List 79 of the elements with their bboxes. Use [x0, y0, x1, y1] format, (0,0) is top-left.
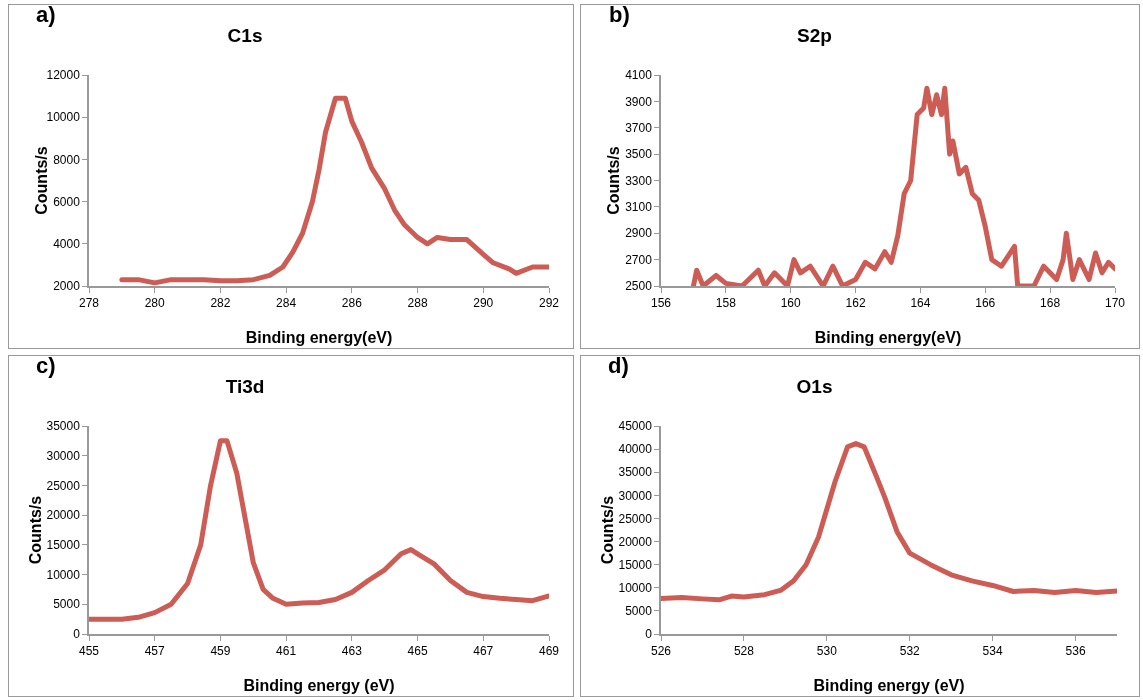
y-tick-label: 12000 — [46, 68, 81, 83]
y-tick-label: 2700 — [625, 252, 653, 267]
text: d) — [608, 353, 629, 378]
x-tick-label: 461 — [276, 644, 297, 659]
x-tick-label: 166 — [975, 296, 996, 311]
y-tick-label: 35000 — [618, 465, 653, 480]
text: b) — [609, 2, 630, 27]
x-tick-label: 156 — [650, 296, 672, 311]
x-tick-label: 534 — [982, 644, 1003, 659]
y-tick-label: 3700 — [625, 120, 653, 135]
x-tick-label: 532 — [899, 644, 921, 659]
x-tick-label: 286 — [341, 296, 363, 311]
x-tick-label: 160 — [780, 296, 802, 311]
x-tick-label: 284 — [276, 296, 297, 311]
x-tick-label: 282 — [210, 296, 231, 311]
y-tick-label: 20000 — [46, 508, 81, 523]
y-tick-label: 6000 — [53, 194, 81, 209]
x-tick-label: 290 — [473, 296, 494, 311]
y-tick-label: 10000 — [46, 110, 81, 125]
y-tick-label: 25000 — [46, 478, 81, 493]
y-tick-label: 4100 — [625, 68, 653, 83]
y-tick-label: 3500 — [625, 147, 653, 162]
y-tick-label: 5000 — [625, 604, 653, 619]
y-tick-label: 15000 — [46, 538, 81, 553]
x-tick-label: 463 — [341, 644, 363, 659]
chart-title: S2p — [797, 25, 832, 47]
x-tick-label: 528 — [733, 644, 755, 659]
x-tick-label: 164 — [910, 296, 931, 311]
x-tick-label: 469 — [538, 644, 560, 659]
y-axis-title: Counts/s — [27, 495, 45, 565]
x-tick-label: 162 — [845, 296, 866, 311]
y-tick-label: 35000 — [46, 419, 81, 434]
x-tick-label: 467 — [473, 644, 494, 659]
y-tick-label: 2900 — [625, 226, 653, 241]
text: c) — [36, 353, 56, 378]
y-tick-label: 20000 — [618, 534, 653, 549]
x-axis-title: Binding energy (eV) — [813, 677, 965, 694]
x-axis-title: Binding energy (eV) — [243, 677, 395, 694]
text: a) — [36, 2, 56, 27]
x-tick-label: 530 — [816, 644, 838, 659]
y-tick-label: 2500 — [625, 279, 653, 294]
y-tick-label: 45000 — [618, 419, 653, 434]
y-tick-label: 10000 — [618, 580, 653, 595]
x-tick-label: 457 — [144, 644, 166, 659]
y-axis-title: Counts/s — [604, 146, 622, 215]
y-tick-label: 4000 — [53, 237, 81, 251]
chart-title: Ti3d — [225, 375, 265, 397]
x-tick-label: 459 — [210, 644, 231, 659]
chart-title: O1s — [796, 375, 833, 397]
y-tick-label: 3900 — [625, 94, 653, 109]
y-tick-label: 30000 — [618, 488, 653, 503]
y-tick-label: 25000 — [618, 511, 653, 526]
x-tick-label: 158 — [715, 296, 737, 311]
y-axis-title: Counts/s — [32, 146, 50, 215]
y-tick-label: 0 — [73, 627, 81, 642]
y-tick-label: 5000 — [53, 597, 81, 612]
x-axis-title: Binding energy(eV) — [245, 329, 393, 346]
x-tick-label: 170 — [1104, 296, 1126, 311]
x-tick-label: 280 — [144, 296, 166, 311]
x-tick-label: 465 — [407, 644, 428, 659]
x-tick-label: 455 — [78, 644, 100, 659]
y-tick-label: 3100 — [625, 200, 653, 215]
y-tick-label: 2000 — [53, 279, 81, 294]
y-tick-label: 30000 — [46, 448, 81, 463]
y-tick-label: 15000 — [618, 557, 653, 572]
x-tick-label: 288 — [407, 296, 428, 311]
x-axis-title: Binding energy(eV) — [814, 329, 962, 346]
x-tick-label: 168 — [1040, 296, 1061, 311]
chart-title: C1s — [227, 25, 263, 47]
x-tick-label: 526 — [650, 644, 672, 659]
y-tick-label: 8000 — [53, 152, 81, 167]
y-tick-label: 40000 — [618, 442, 653, 457]
y-tick-label: 3300 — [625, 173, 653, 188]
x-tick-label: 292 — [538, 296, 560, 311]
y-tick-label: 10000 — [46, 567, 81, 582]
y-axis-title: Counts/s — [599, 495, 617, 565]
y-tick-label: 0 — [645, 627, 653, 642]
x-tick-label: 536 — [1065, 644, 1086, 659]
x-tick-label: 278 — [78, 296, 100, 311]
